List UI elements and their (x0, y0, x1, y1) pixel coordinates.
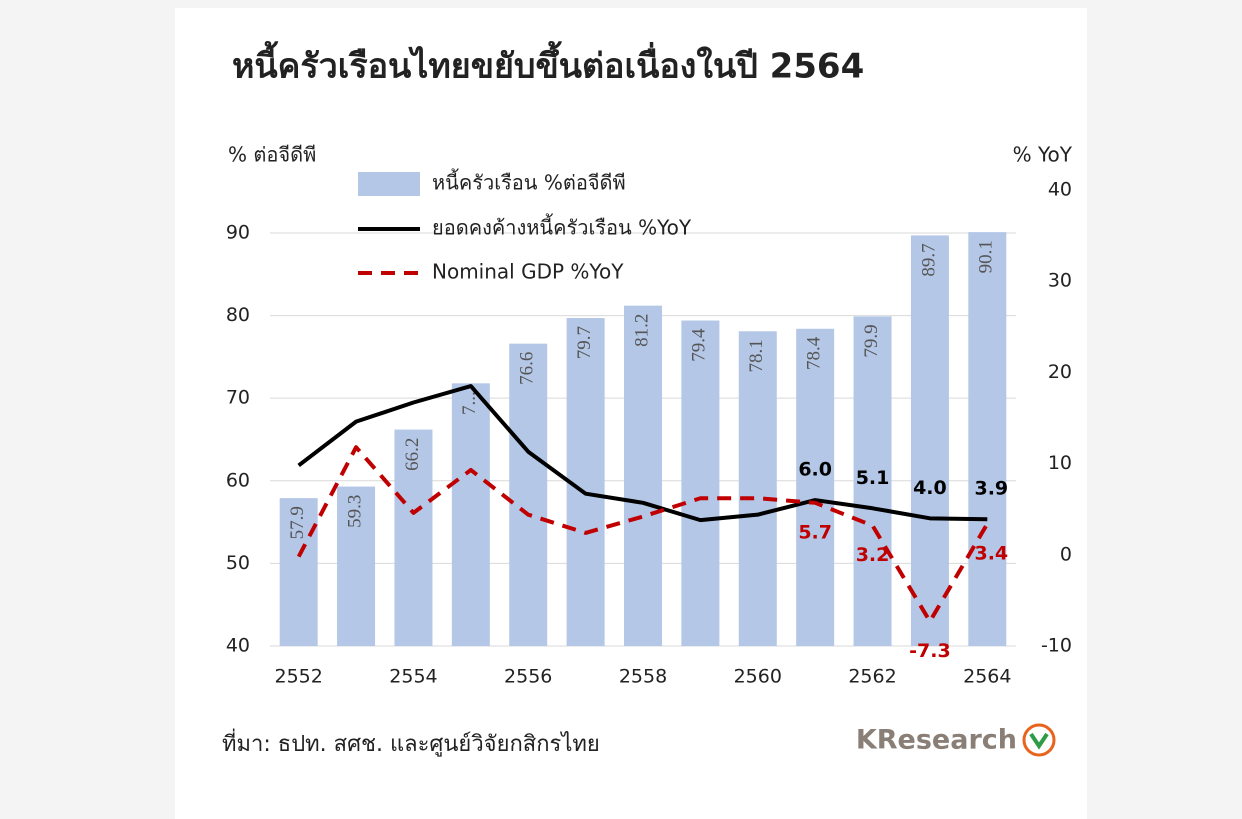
bar (509, 343, 548, 646)
bar-value-label: 78.1 (746, 339, 767, 372)
y-tick-label: 60 (226, 469, 250, 491)
x-tick-label: 2560 (734, 666, 782, 688)
x-tick-label: 2558 (619, 666, 667, 688)
y2-tick-label: 10 (1048, 452, 1072, 474)
bar-value-label: 66.2 (402, 438, 423, 471)
y-axis-label: % ต่อจีดีพี (228, 143, 316, 167)
bar-value-label: 7... (459, 391, 480, 415)
bar (337, 486, 376, 646)
legend-swatch (358, 172, 420, 196)
legend-label: Nominal GDP %YoY (432, 260, 624, 284)
y2-tick-label: 20 (1048, 361, 1072, 383)
line-value-label: 5.7 (798, 521, 832, 543)
line-value-label: 4.0 (913, 477, 947, 499)
legend-label: หนี้ครัวเรือน %ต่อจีดีพี (432, 169, 626, 195)
bar-value-label: 89.7 (918, 243, 939, 276)
bar (624, 305, 662, 646)
bar-value-label: 81.2 (631, 314, 652, 347)
bar-value-label: 59.3 (344, 495, 365, 528)
line-value-label: 6.0 (798, 459, 832, 481)
y2-tick-label: 0 (1060, 543, 1072, 565)
y-tick-label: 80 (226, 304, 250, 326)
chart-title: หนี้ครัวเรือนไทยขยับขึ้นต่อเนื่องในปี 25… (232, 41, 864, 87)
logo: KResearch (856, 725, 1017, 756)
y-tick-label: 70 (226, 387, 250, 409)
bar (968, 232, 1007, 646)
bar (451, 383, 490, 646)
x-tick-label: 2556 (504, 666, 552, 688)
line-value-label: -7.3 (909, 640, 951, 662)
bar-value-label: 78.4 (804, 336, 825, 370)
source: ที่มา: ธปท. สศช. และศูนย์วิจัยกสิกรไทย (222, 728, 600, 757)
line-series (297, 384, 988, 523)
bar-value-label: 90.1 (976, 240, 997, 273)
y-tick-label: 50 (226, 552, 250, 574)
y2-tick-label: 30 (1048, 270, 1072, 292)
bar (681, 320, 720, 646)
bar (738, 331, 777, 646)
bar (796, 328, 835, 646)
bar-value-label: 79.4 (689, 328, 710, 362)
bar (910, 235, 949, 646)
y-tick-label: 90 (226, 221, 250, 243)
line-series (296, 445, 990, 624)
bar-value-label: 79.9 (861, 324, 882, 357)
line-value-label: 3.2 (856, 544, 890, 566)
line-value-label: 3.9 (974, 478, 1008, 500)
y2-axis-label: % YoY (1013, 143, 1073, 167)
y-tick-label: 40 (226, 635, 250, 657)
line-value-label: 5.1 (856, 467, 890, 489)
x-tick-label: 2554 (389, 666, 437, 688)
y2-tick-label: -10 (1041, 635, 1072, 657)
legend-label: ยอดคงค้างหนี้ครัวเรือน %YoY (432, 214, 692, 240)
bar-value-label: 79.7 (574, 326, 595, 359)
bar-value-label: 76.6 (517, 352, 538, 385)
line-value-label: 3.4 (974, 542, 1008, 564)
bar-value-label: 57.9 (287, 506, 308, 539)
y2-tick-label: 40 (1048, 179, 1072, 201)
bar (394, 429, 433, 646)
logo-icon (1029, 732, 1049, 750)
x-tick-label: 2562 (848, 666, 896, 688)
bar (853, 316, 892, 646)
x-tick-label: 2564 (963, 666, 1011, 688)
bar (279, 498, 318, 646)
x-tick-label: 2552 (275, 666, 323, 688)
logo-icon (1022, 723, 1056, 757)
